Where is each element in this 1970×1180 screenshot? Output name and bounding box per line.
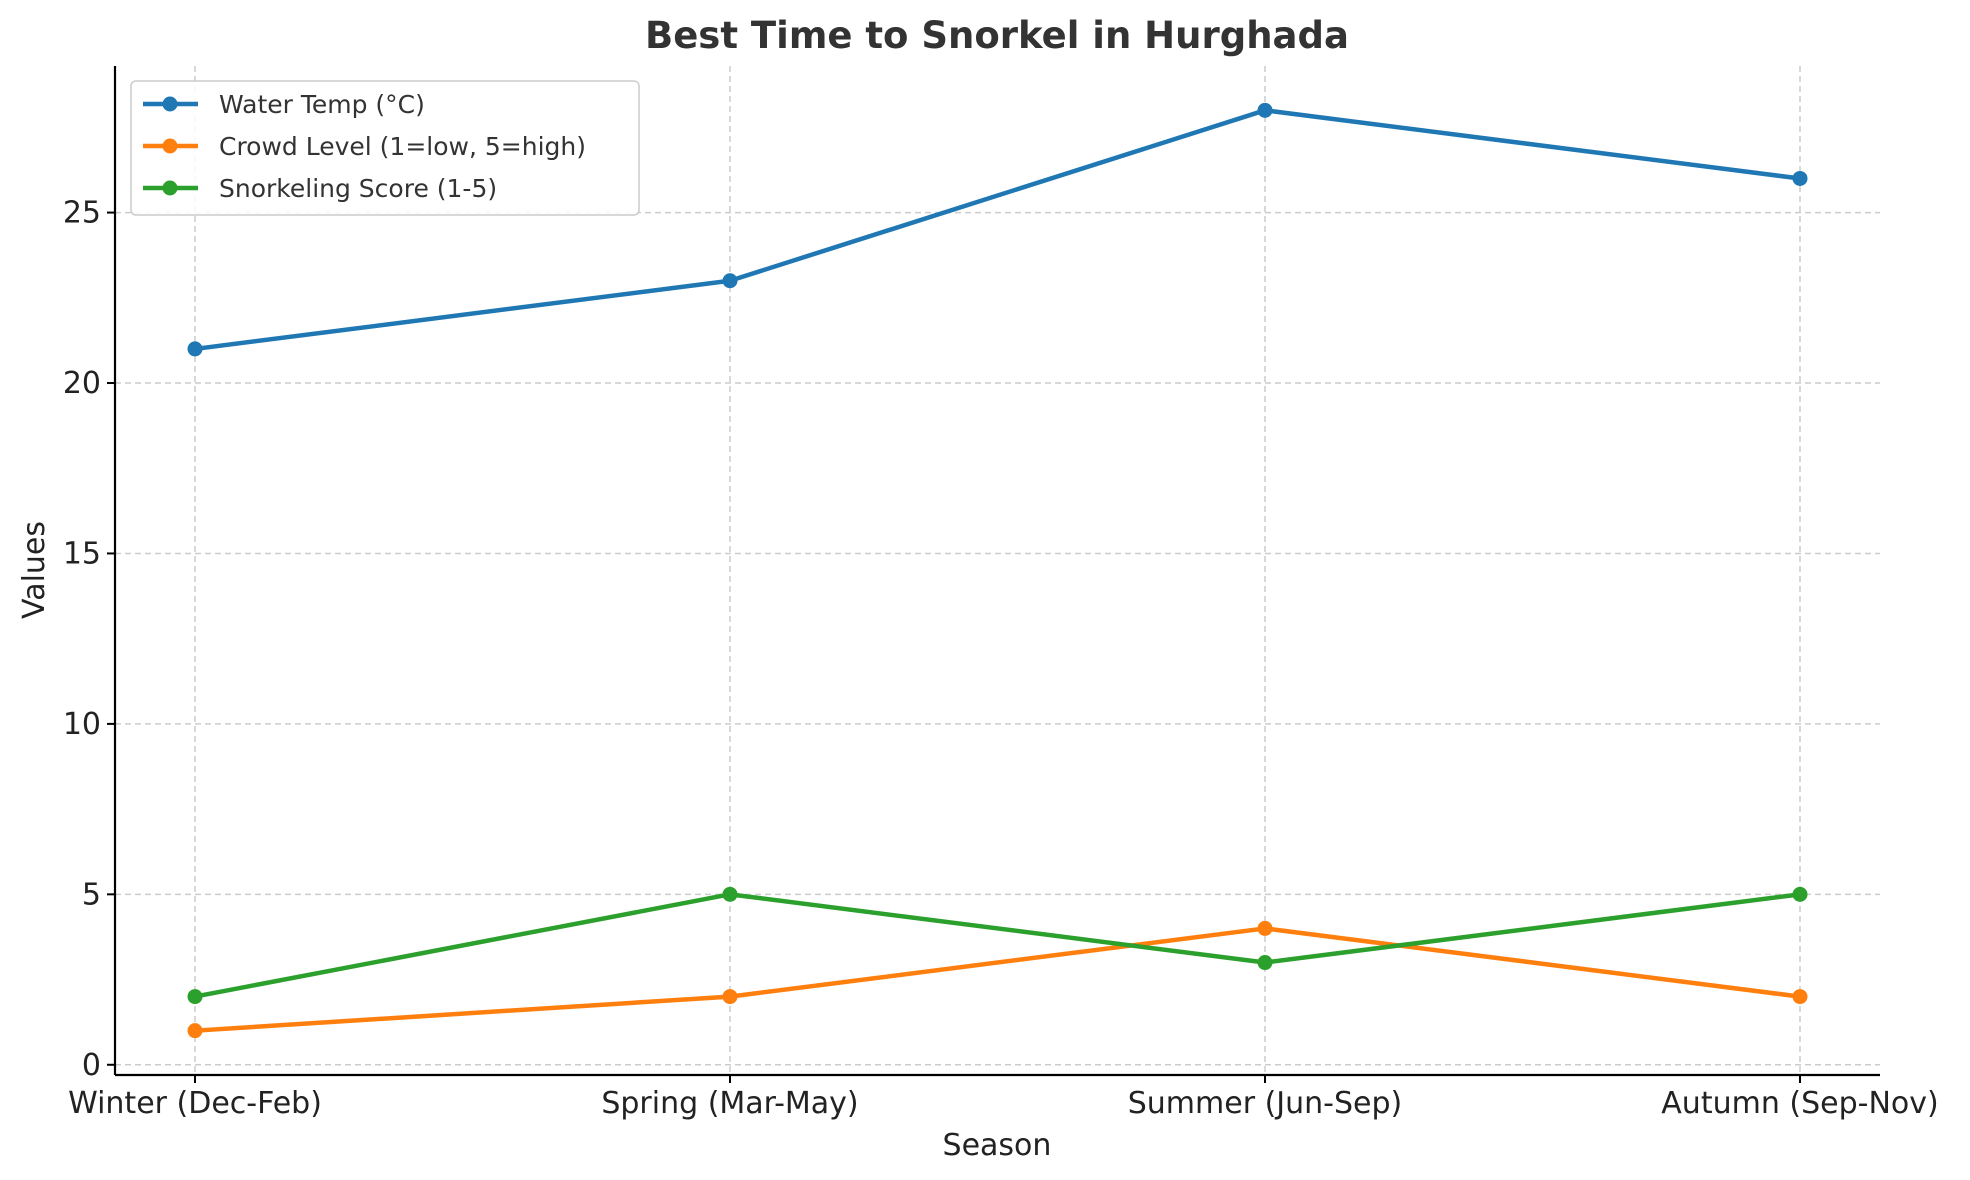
y-tick-label: 25 [63, 196, 101, 231]
data-point [722, 989, 738, 1005]
data-point [722, 273, 738, 289]
series-line [192, 926, 1803, 1033]
legend-swatch-marker [162, 180, 178, 196]
data-point [187, 1023, 203, 1039]
data-point [1792, 170, 1808, 186]
series-3 [187, 886, 1808, 1005]
x-axis-label: Season [943, 1128, 1052, 1163]
axes [113, 66, 1880, 1077]
grid-layer [115, 66, 1880, 1075]
y-tick-label: 10 [63, 707, 101, 742]
y-tick-label: 15 [63, 536, 101, 571]
legend-swatch-marker [162, 96, 178, 112]
series-1 [187, 102, 1808, 357]
data-point [1792, 989, 1808, 1005]
y-tick-label: 0 [82, 1048, 101, 1083]
series-layer [187, 102, 1808, 1039]
series-line [192, 108, 1803, 352]
data-point [1257, 102, 1273, 118]
x-tick-label: Spring (Mar-May) [601, 1086, 858, 1121]
legend-entry: Snorkeling Score (1-5) [143, 174, 497, 203]
chart-title: Best Time to Snorkel in Hurghada [645, 14, 1349, 57]
legend-box [130, 80, 640, 216]
legend: Water Temp (°C) Crowd Level (1=low, 5=hig… [130, 80, 640, 216]
x-tick-label: Autumn (Sep-Nov) [1661, 1086, 1938, 1121]
legend-label: Snorkeling Score (1-5) [219, 174, 497, 203]
legend-entry: Crowd Level (1=low, 5=high) [143, 132, 586, 161]
data-point [187, 989, 203, 1005]
y-tick-label: 5 [82, 877, 101, 912]
data-point [1257, 920, 1273, 936]
x-tick-label: Summer (Jun-Sep) [1128, 1086, 1402, 1121]
data-point [1792, 886, 1808, 902]
series-line [192, 892, 1803, 999]
tick-labels: Winter (Dec-Feb) Spring (Mar-May) Summer (… [63, 196, 1939, 1121]
legend-label: Crowd Level (1=low, 5=high) [219, 132, 586, 161]
data-point [1257, 955, 1273, 971]
data-point [722, 886, 738, 902]
legend-label: Water Temp (°C) [219, 90, 425, 119]
y-tick-label: 20 [63, 366, 101, 401]
y-axis-label: Values [17, 521, 52, 619]
legend-entry: Water Temp (°C) [143, 90, 425, 119]
x-tick-label: Winter (Dec-Feb) [68, 1086, 322, 1121]
legend-swatch-marker [162, 138, 178, 154]
data-point [187, 341, 203, 357]
series-2 [187, 920, 1808, 1039]
